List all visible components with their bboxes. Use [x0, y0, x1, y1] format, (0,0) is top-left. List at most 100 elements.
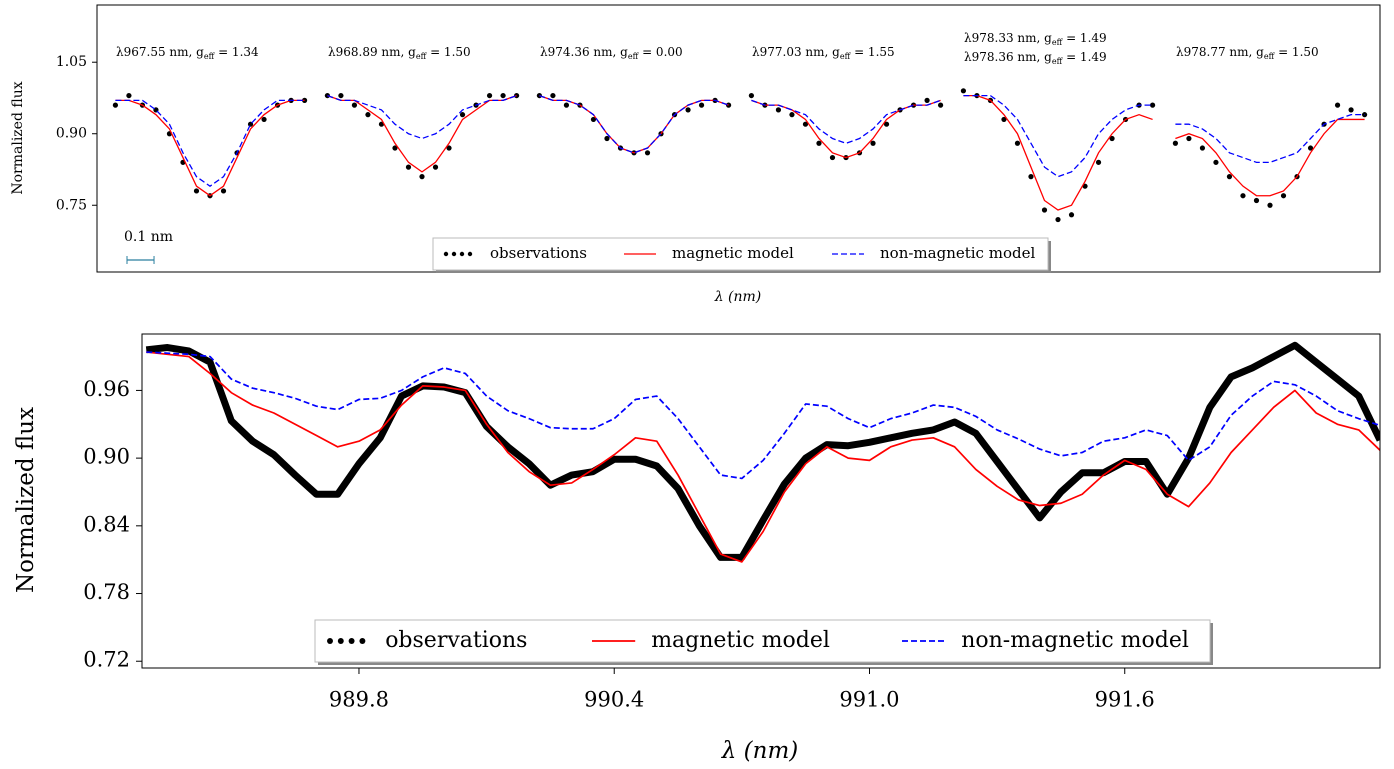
- observation: [405, 164, 412, 170]
- label-sub: eff: [1264, 52, 1276, 61]
- axes-frame: [141, 333, 1381, 669]
- observation: [1240, 193, 1246, 199]
- legend-marker: [337, 638, 344, 644]
- model-line: [751, 99, 941, 144]
- y-tick-label: 0.84: [83, 512, 130, 536]
- label-sub: eff: [1052, 57, 1064, 66]
- observation: [550, 92, 556, 99]
- observation: [924, 97, 930, 103]
- label-tail: = 1.50: [426, 45, 470, 59]
- segment-label: λ978.36 nm, geff = 1.49: [964, 50, 1107, 66]
- y-tick-label: 0.75: [56, 197, 87, 213]
- observation: [419, 174, 425, 180]
- observation: [563, 102, 570, 108]
- label-sub: eff: [416, 52, 428, 61]
- model-line: [327, 94, 517, 140]
- label-text: λ978.36 nm, g: [964, 50, 1052, 64]
- label-text: λ967.55 nm, g: [116, 45, 204, 59]
- legend-marker: [327, 638, 333, 644]
- observation: [1199, 145, 1206, 151]
- x-tick-label: 990.4: [584, 688, 644, 712]
- observation: [590, 116, 597, 123]
- y-axis-label: Normalized flux: [13, 407, 39, 593]
- y-tick-label: 0.72: [83, 648, 130, 672]
- observation: [1226, 174, 1233, 180]
- observation: [446, 145, 452, 151]
- label-tail: = 1.49: [1062, 50, 1106, 64]
- observation-line: [145, 341, 1380, 561]
- y-axis-label: Normalized flux: [10, 81, 26, 194]
- label-sub: eff: [628, 52, 640, 61]
- observation: [604, 135, 610, 142]
- y-tick-label: 1.05: [56, 54, 87, 70]
- legend-label: magnetic model: [672, 244, 794, 262]
- model-line: [1175, 118, 1365, 197]
- segment-label: λ978.77 nm, geff = 1.50: [1176, 45, 1319, 61]
- observation: [1001, 116, 1007, 123]
- observation: [816, 140, 822, 146]
- observation: [1186, 135, 1192, 142]
- label-text: λ978.77 nm, g: [1176, 45, 1264, 59]
- label-tail: = 0.00: [638, 45, 682, 59]
- legend-marker: [451, 251, 457, 257]
- label-tail: = 1.49: [1062, 31, 1106, 45]
- observation: [126, 92, 132, 99]
- model-line: [539, 94, 729, 154]
- observation: [1253, 197, 1260, 204]
- observation: [870, 140, 876, 146]
- model-line: [146, 351, 1380, 563]
- observation: [1149, 102, 1156, 108]
- observation: [685, 107, 691, 113]
- legend-label: observations: [385, 628, 527, 653]
- observation: [883, 121, 890, 127]
- observation: [392, 145, 398, 151]
- legend-label: observations: [490, 244, 587, 262]
- legend-label: magnetic model: [651, 628, 830, 653]
- model-line: [963, 94, 1153, 211]
- observation: [193, 188, 200, 194]
- segment-label: λ967.55 nm, geff = 1.34: [116, 45, 259, 61]
- observation: [261, 116, 267, 123]
- model-line: [327, 94, 517, 173]
- observation: [775, 107, 782, 113]
- observation: [112, 102, 119, 108]
- legend: [314, 619, 1211, 663]
- observation: [748, 92, 755, 99]
- label-text: λ974.36 nm, g: [540, 45, 628, 59]
- label-sub: eff: [840, 52, 852, 61]
- y-tick-label: 0.90: [83, 445, 130, 469]
- legend-marker: [348, 638, 355, 644]
- observation: [698, 102, 705, 108]
- segment-label: λ974.36 nm, geff = 0.00: [540, 45, 683, 61]
- observation: [644, 150, 651, 156]
- legend-marker: [459, 251, 465, 257]
- legend-marker: [467, 251, 473, 257]
- x-axis-label: λ (nm): [714, 289, 762, 305]
- observation: [1172, 140, 1179, 146]
- observation: [486, 92, 493, 99]
- observation: [1055, 216, 1061, 223]
- model-line: [963, 94, 1153, 178]
- observation: [500, 92, 506, 99]
- observation: [1307, 145, 1314, 151]
- observation: [1041, 207, 1048, 213]
- x-tick-label: 991.0: [839, 688, 899, 712]
- model-line: [115, 99, 305, 187]
- segment-label: λ978.33 nm, geff = 1.49: [964, 31, 1107, 47]
- legend-label: non-magnetic model: [961, 628, 1189, 653]
- y-tick-label: 0.96: [83, 377, 130, 401]
- label-sub: eff: [1052, 38, 1064, 47]
- label-text: λ977.03 nm, g: [752, 45, 840, 59]
- observation: [1213, 159, 1219, 165]
- observation: [1028, 174, 1034, 180]
- observation: [829, 154, 836, 161]
- model-line: [1175, 114, 1365, 163]
- observation: [1280, 193, 1287, 199]
- label-tail: = 1.34: [214, 45, 259, 59]
- legend-marker: [359, 638, 366, 644]
- observation: [1267, 202, 1273, 208]
- legend-marker: [443, 251, 449, 257]
- y-tick-label: 0.90: [56, 126, 87, 142]
